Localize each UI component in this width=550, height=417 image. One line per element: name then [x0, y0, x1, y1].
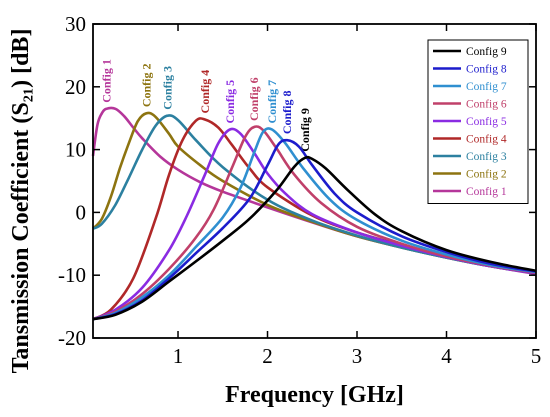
legend-label: Config 2	[466, 169, 507, 181]
series-line	[92, 127, 537, 321]
y-tick-label: 0	[76, 200, 87, 224]
series-line	[92, 138, 537, 321]
peak-label: Config 3	[160, 66, 174, 110]
series-line	[92, 127, 537, 321]
x-tick-label: 3	[352, 344, 363, 368]
series-line	[92, 125, 537, 321]
legend-label: Config 5	[466, 116, 507, 128]
peak-label: Config 9	[298, 108, 312, 152]
x-tick-label: 4	[441, 344, 452, 368]
x-tick-label: 2	[262, 344, 273, 368]
legend-label: Config 6	[466, 99, 507, 111]
axis-ticks: 1 2 3 4 5 -20 -10 0 10 20 30	[58, 12, 541, 368]
x-tick-label: 5	[531, 344, 542, 368]
peak-labels: Config 1 Config 2 Config 3 Config 4 Config 5…	[99, 59, 312, 152]
y-tick-label: 10	[65, 138, 86, 162]
y-tick-label: -20	[58, 326, 86, 350]
legend-label: Config 8	[466, 64, 507, 76]
series-lines	[91, 106, 537, 321]
y-axis-title: Tansmission Coefficient (S₂₁) [dB]	[8, 29, 34, 374]
legend: Config 9 Config 8 Config 7 Config 6 Config 5…	[427, 39, 529, 204]
peak-label: Config 4	[198, 70, 212, 114]
x-axis-title: Frequency [GHz]	[225, 382, 404, 408]
legend-label: Config 1	[466, 186, 507, 198]
peak-label: Config 6	[247, 77, 261, 121]
peak-label: Config 2	[140, 64, 154, 108]
legend-label: Config 4	[466, 134, 507, 146]
legend-label: Config 7	[466, 81, 507, 93]
peak-label: Config 1	[99, 59, 113, 103]
x-tick-label: 1	[173, 344, 184, 368]
legend-label: Config 9	[466, 46, 507, 58]
peak-label: Config 5	[223, 80, 237, 124]
series-line	[92, 114, 537, 275]
peak-label: Config 7	[265, 80, 279, 124]
series-line	[92, 155, 537, 321]
peak-label: Config 8	[280, 91, 294, 135]
y-tick-label: 20	[65, 75, 86, 99]
y-tick-label: 30	[65, 12, 86, 36]
plot-frame	[92, 23, 537, 339]
y-tick-label: -10	[58, 263, 86, 287]
legend-label: Config 3	[466, 151, 507, 163]
